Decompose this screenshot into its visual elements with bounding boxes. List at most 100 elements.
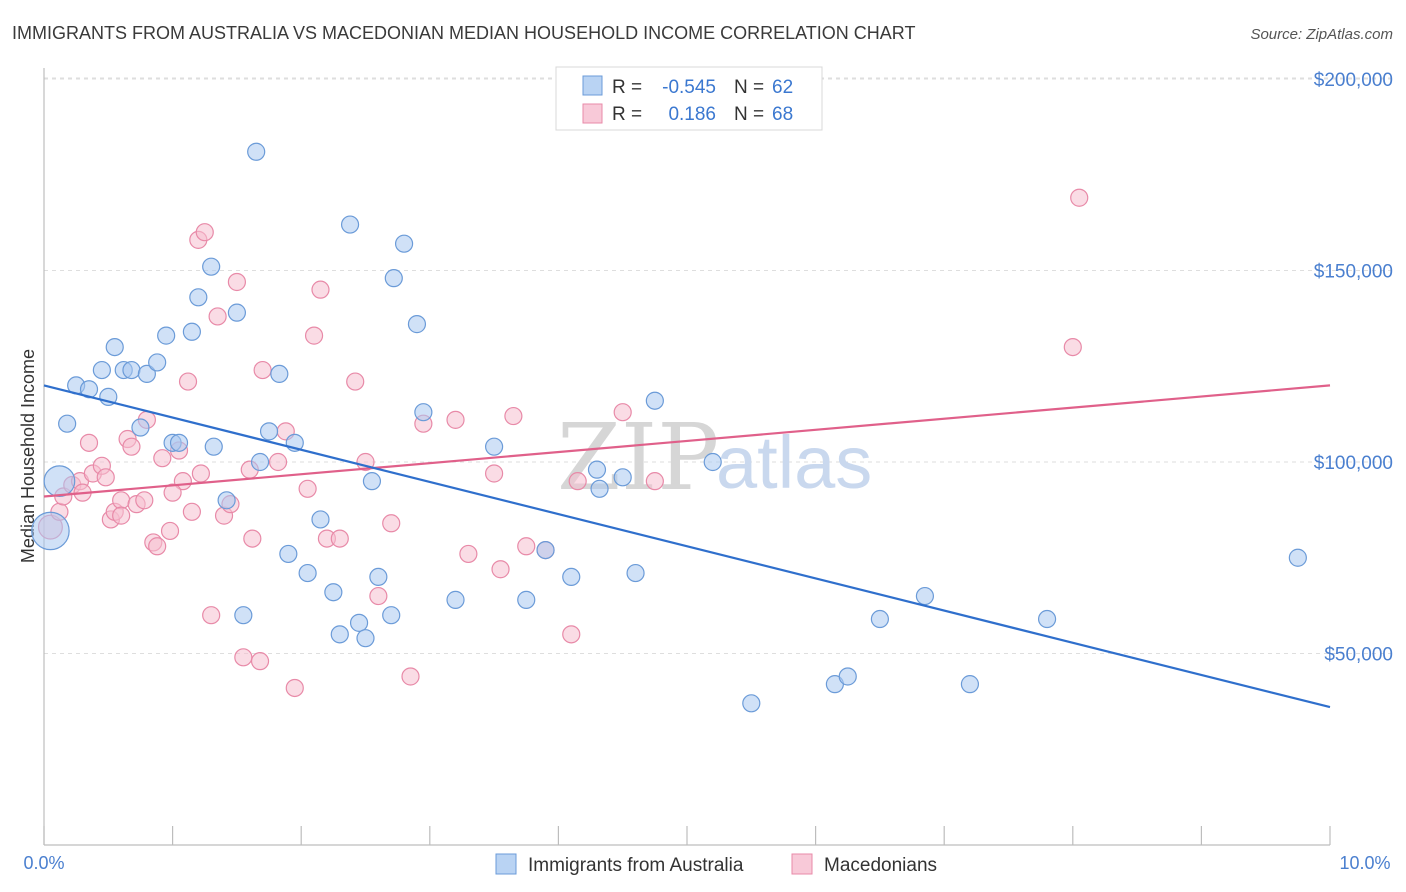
data-point-australia (330, 625, 349, 644)
data-point-australia (92, 360, 111, 380)
data-point-macedonians (112, 506, 131, 525)
data-point-macedonians (122, 437, 141, 456)
legend-swatch-macedonians (791, 853, 813, 875)
data-point-macedonians (163, 483, 182, 502)
data-point-australia (362, 472, 382, 491)
data-point-australia (590, 479, 609, 498)
data-point-macedonians (382, 514, 401, 533)
data-point-australia (182, 322, 201, 341)
data-point-australia (915, 586, 935, 606)
data-point-australia (131, 418, 150, 437)
y-tick-label: $200,000 (1314, 70, 1393, 91)
data-point-macedonians (195, 223, 214, 242)
legend-swatch-australia (495, 853, 517, 875)
x-tick-label-max: 10.0% (1339, 853, 1390, 873)
trend-line-macedonians (43, 384, 1331, 498)
data-point-australia (613, 468, 632, 487)
data-point-macedonians (160, 521, 180, 541)
data-point-australia (169, 433, 189, 452)
data-point-macedonians (485, 464, 504, 483)
data-point-macedonians (446, 410, 465, 429)
data-point-australia (202, 257, 221, 276)
data-point-australia (105, 338, 124, 357)
data-point-australia (234, 606, 253, 625)
data-point-macedonians (330, 529, 349, 548)
stats-box: R = -0.545 N = 62 R = 0.186 N = 68 (555, 66, 823, 131)
data-point-australia (227, 303, 246, 322)
data-point-macedonians (96, 468, 115, 487)
data-point-australia (394, 234, 414, 253)
data-point-macedonians (459, 544, 478, 564)
data-point-australia (356, 629, 375, 648)
stats-r-value-2: 0.186 (668, 104, 716, 125)
data-point-australia (369, 567, 388, 587)
data-point-macedonians (311, 280, 330, 299)
stats-n-value-2: 68 (772, 104, 793, 125)
gridlines (44, 77, 1393, 654)
data-point-macedonians (79, 433, 99, 452)
data-point-macedonians (227, 272, 246, 292)
data-point-australia (137, 364, 156, 384)
y-tick-label: $100,000 (1314, 453, 1393, 474)
data-point-australia (960, 675, 980, 694)
stats-swatch-blue (582, 75, 603, 96)
data-point-australia (298, 563, 317, 583)
data-point-macedonians (1063, 338, 1082, 357)
legend-label-macedonians: Macedonians (824, 855, 937, 876)
data-point-australia (349, 613, 369, 632)
data-point-australia (189, 288, 208, 307)
data-point-australia (838, 667, 857, 686)
stats-n-label-2: N = (734, 104, 764, 125)
data-point-australia (270, 364, 289, 384)
data-point-macedonians (568, 472, 587, 491)
x-tick-marks (43, 826, 1331, 845)
data-point-macedonians (253, 360, 272, 380)
stats-n-value-1: 62 (772, 77, 793, 98)
data-point-macedonians (243, 529, 262, 548)
data-point-macedonians (191, 464, 210, 483)
y-tick-label: $150,000 (1314, 262, 1393, 283)
data-point-australia (340, 215, 360, 234)
data-point-australia (311, 510, 330, 529)
data-point-australia (43, 465, 76, 498)
data-point-macedonians (504, 406, 523, 426)
series-australia-points (31, 142, 1307, 713)
data-point-australia (446, 590, 465, 609)
data-point-macedonians (234, 648, 253, 667)
data-point-australia (703, 452, 722, 472)
legend: Immigrants from Australia Macedonians (495, 853, 937, 876)
data-point-australia (259, 422, 279, 441)
x-tick-label-min: 0.0% (23, 853, 64, 873)
data-point-australia (31, 511, 70, 551)
data-point-macedonians (153, 449, 172, 468)
trend-lines (43, 384, 1331, 709)
data-point-australia (626, 563, 645, 583)
data-point-macedonians (401, 667, 420, 686)
data-point-australia (122, 360, 141, 380)
y-axis-label: Median Household Income (18, 349, 38, 563)
data-point-australia (870, 609, 890, 629)
data-point-macedonians (178, 372, 198, 391)
data-point-australia (485, 437, 504, 456)
data-point-macedonians (208, 307, 227, 326)
data-point-macedonians (369, 586, 388, 606)
data-point-macedonians (112, 491, 131, 510)
data-point-macedonians (645, 472, 664, 491)
data-point-australia (324, 583, 343, 602)
data-point-macedonians (346, 372, 365, 391)
data-point-macedonians (250, 652, 270, 671)
data-point-australia (250, 452, 270, 472)
y-tick-labels: $50,000 $100,000 $150,000 $200,000 (1314, 70, 1393, 666)
data-point-macedonians (613, 403, 632, 422)
data-point-macedonians (148, 537, 167, 556)
data-point-macedonians (517, 537, 536, 556)
data-point-macedonians (562, 625, 581, 644)
data-point-macedonians (285, 678, 304, 698)
data-point-australia (157, 326, 176, 345)
data-point-macedonians (304, 326, 324, 345)
watermark: ZIP atlas (557, 404, 872, 511)
data-point-macedonians (268, 452, 288, 472)
legend-label-australia: Immigrants from Australia (528, 855, 744, 876)
y-tick-label: $50,000 (1324, 645, 1393, 666)
